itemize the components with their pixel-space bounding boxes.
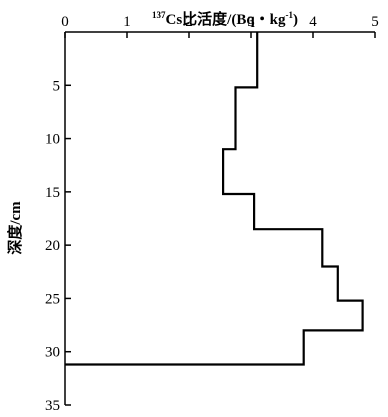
y-tick-label: 5 [53,78,61,94]
x-axis-title-close: ) [293,12,298,28]
x-tick-label: 3 [247,14,255,30]
y-tick-label: 30 [45,345,60,361]
x-axis-title: 137Cs比活度/(Bq・kg-1) [152,10,298,28]
y-tick-label: 10 [45,132,60,148]
x-tick-label: 2 [185,14,193,30]
x-tick-label: 4 [309,14,317,30]
y-axis-ticks: 5 10 15 20 25 30 35 [45,78,71,414]
y-tick-label: 20 [45,238,60,254]
x-axis-title-unit-exponent: -1 [286,10,294,20]
y-axis-title: 深度/cm [6,201,24,255]
y-tick-label: 15 [45,185,60,201]
y-tick-label: 25 [45,291,60,307]
x-tick-label: 0 [61,14,69,30]
x-axis-title-main: Cs比活度/(Bq・kg [165,10,286,28]
series-group [65,32,364,366]
x-tick-label: 1 [123,14,131,30]
x-tick-label: 5 [371,14,379,30]
x-axis-title-isotope-mass: 137 [152,10,166,20]
axes-group [64,31,375,405]
x-axis-ticks: 0 1 2 3 4 5 [61,14,379,38]
y-tick-label: 35 [45,398,60,414]
cs137-activity-step-line [65,32,364,366]
